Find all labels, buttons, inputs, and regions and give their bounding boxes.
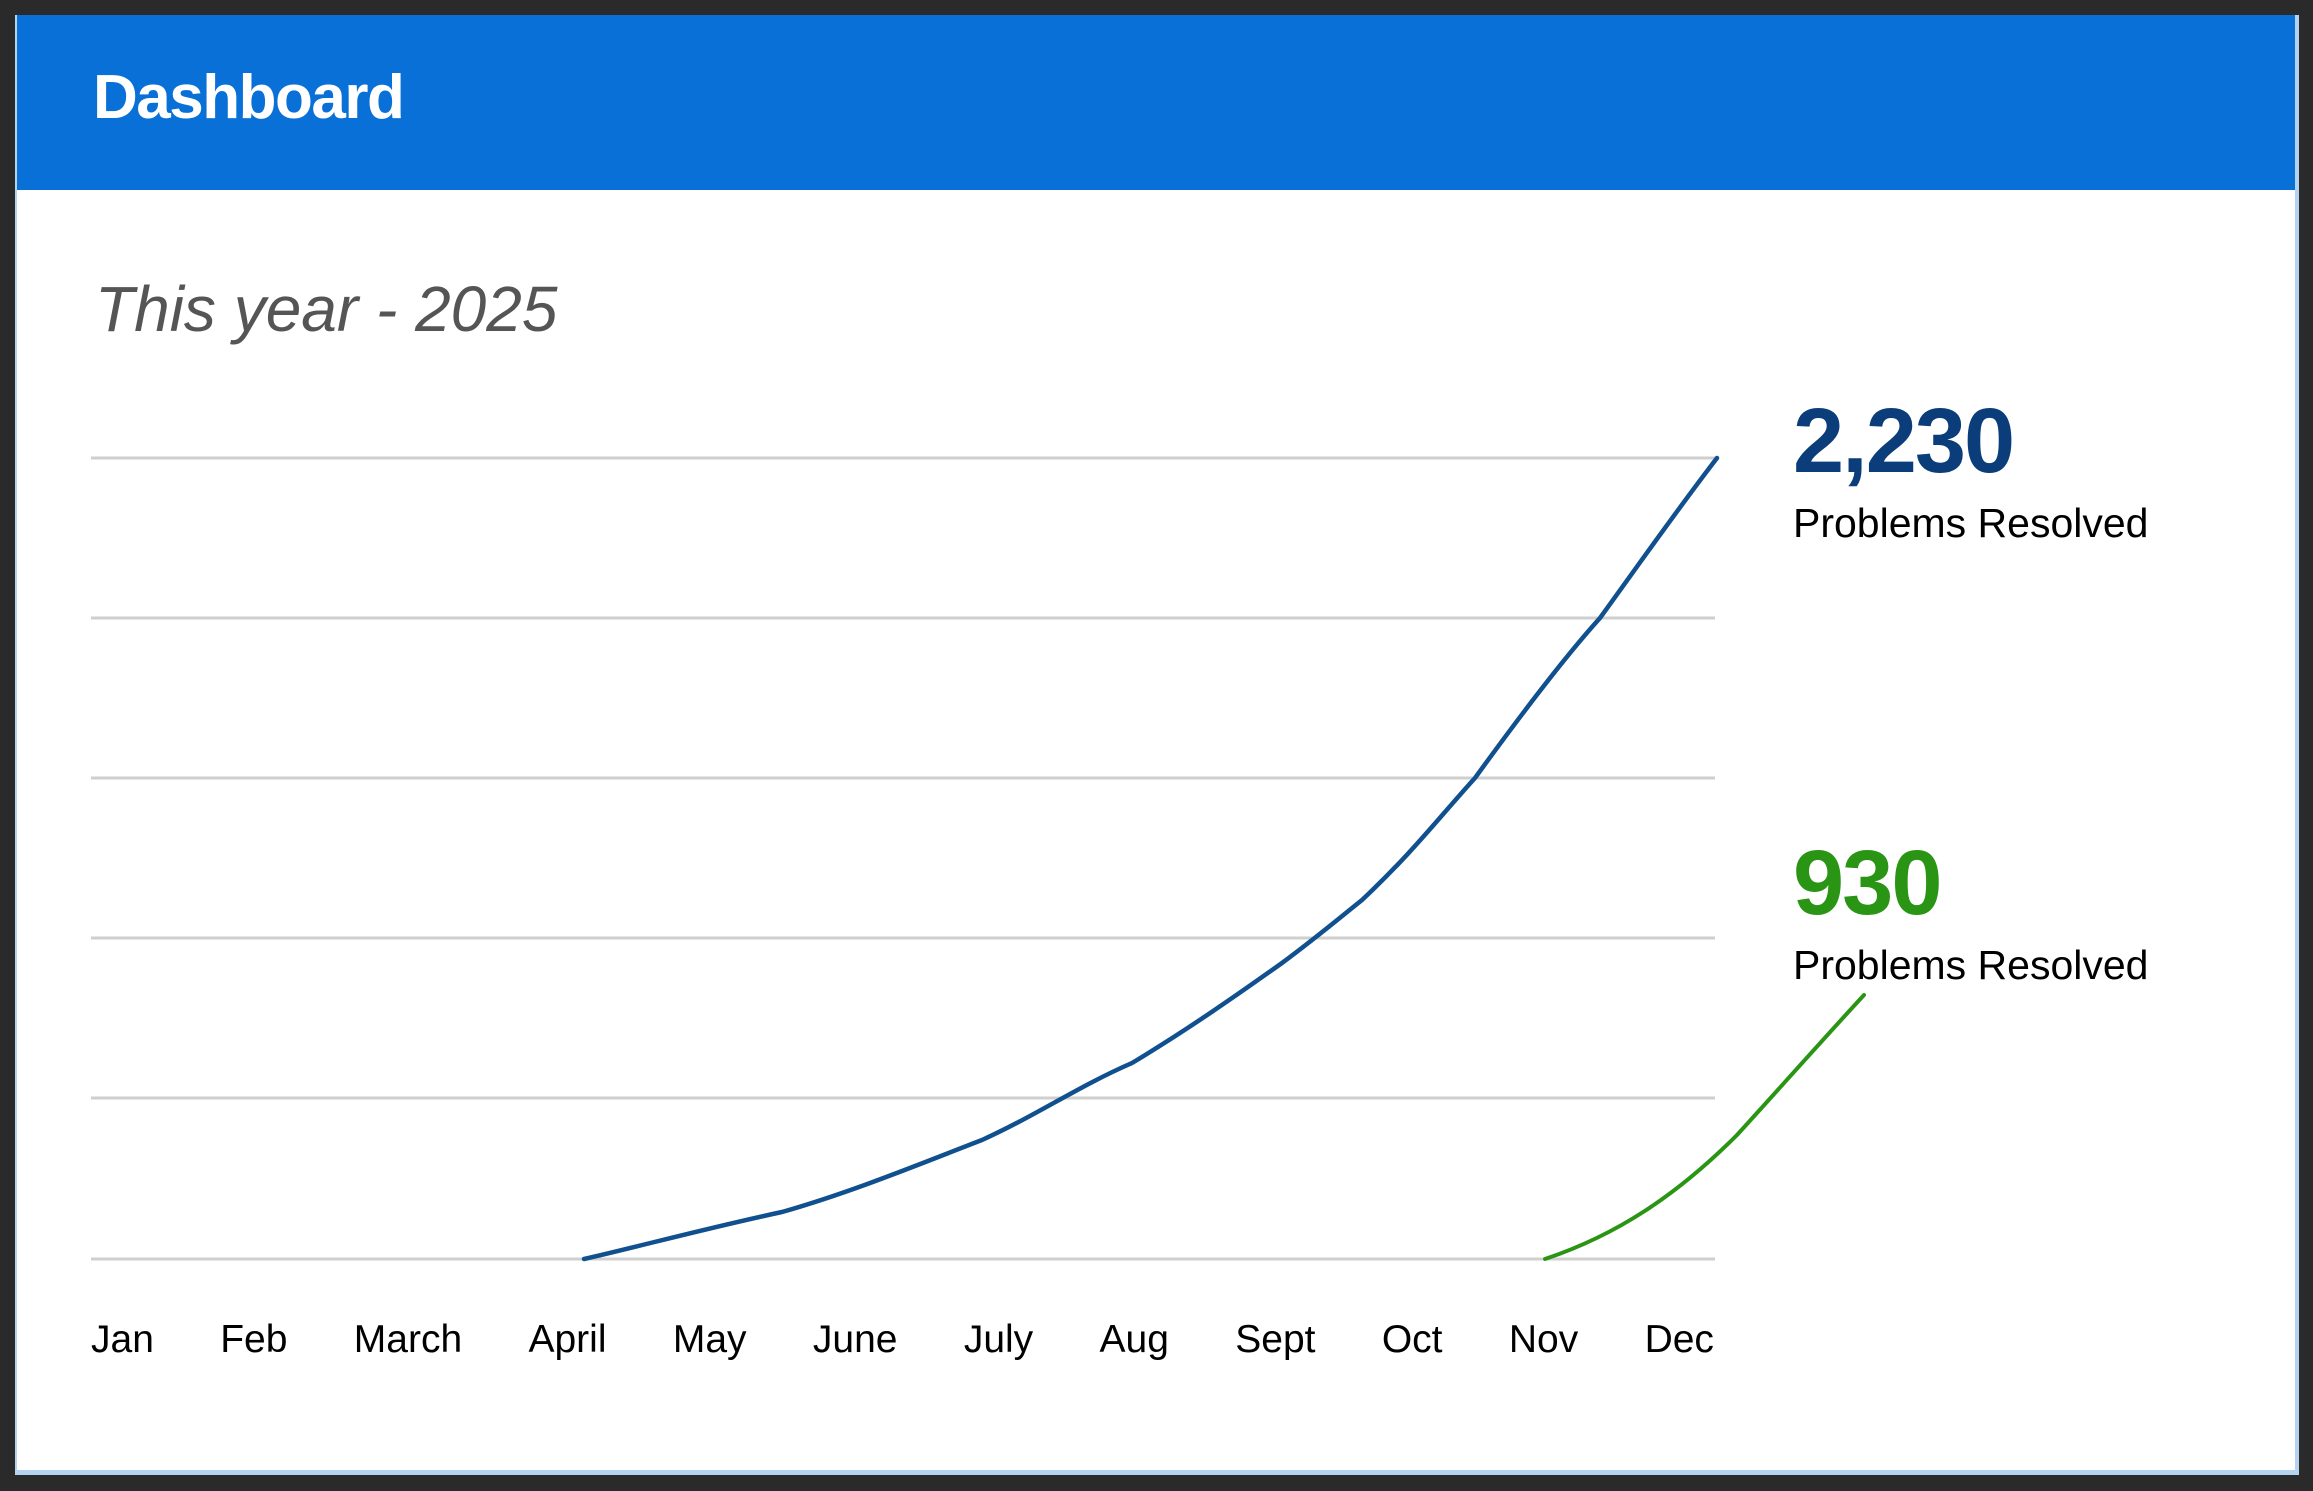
line-chart <box>17 15 2295 1470</box>
series-line-green <box>1543 993 1866 1261</box>
stat-value: 2,230 <box>1793 390 2015 492</box>
x-label: Dec <box>1644 1318 1714 1361</box>
x-label: Nov <box>1508 1318 1579 1361</box>
header-bar: Dashboard <box>17 15 2295 190</box>
stat-secondary-resolved: 930 Problems Resolved <box>1793 837 2149 986</box>
x-axis-labels: Jan Feb March April May June July Aug Se… <box>91 1320 1714 1359</box>
stat-total-resolved: 2,230 Problems Resolved <box>1793 395 2149 544</box>
series-line-blue <box>581 455 1720 1262</box>
x-label: Sept <box>1235 1318 1316 1361</box>
x-label: June <box>812 1318 898 1361</box>
gridlines <box>91 456 1715 1261</box>
x-label: March <box>353 1318 463 1361</box>
x-label: May <box>672 1318 747 1361</box>
x-label: Aug <box>1099 1318 1169 1361</box>
x-label: April <box>528 1318 607 1361</box>
x-label: Jan <box>91 1318 154 1361</box>
x-label: Feb <box>220 1318 288 1361</box>
stat-label: Problems Resolved <box>1793 500 2149 546</box>
chart-subtitle: This year - 2025 <box>95 273 558 345</box>
x-label: Oct <box>1381 1318 1443 1361</box>
dashboard-card: Dashboard This year - 2025 Jan Feb March… <box>15 15 2299 1475</box>
stat-label: Problems Resolved <box>1793 942 2149 988</box>
stat-value: 930 <box>1793 832 1942 934</box>
x-label: July <box>963 1318 1034 1361</box>
page-title: Dashboard <box>93 63 405 132</box>
